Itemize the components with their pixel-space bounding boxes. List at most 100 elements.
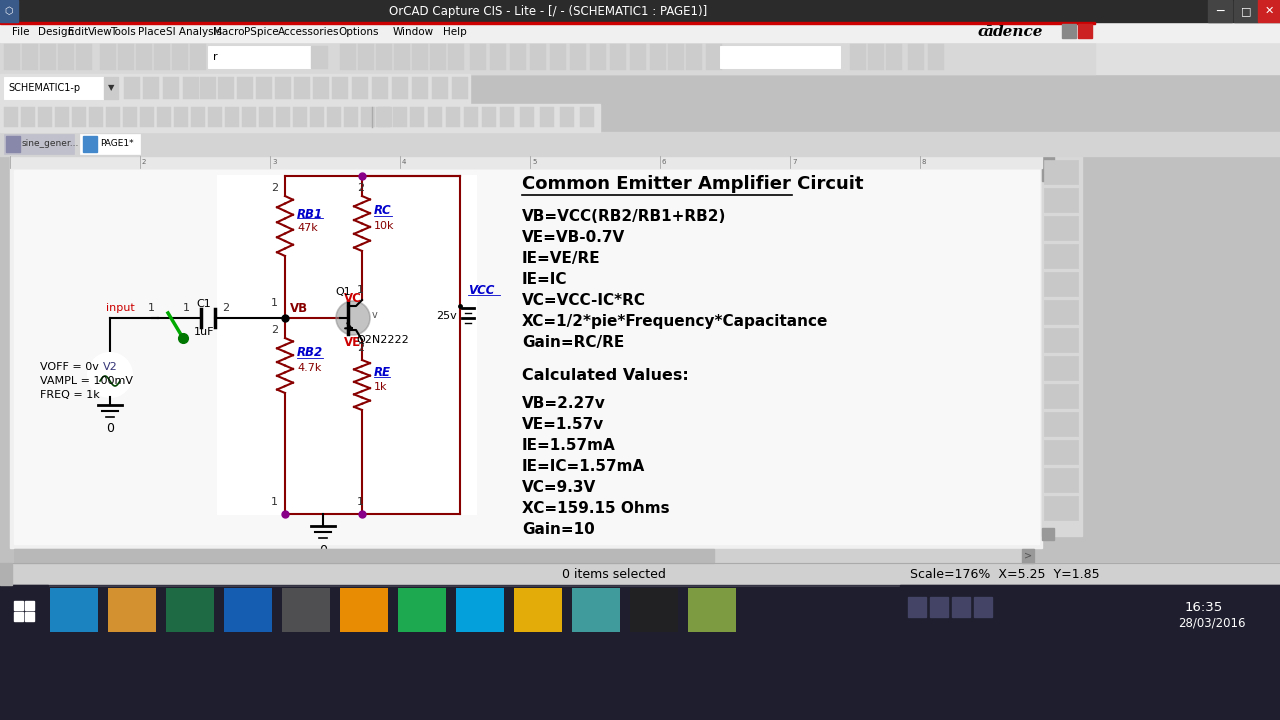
Bar bbox=[76, 44, 92, 70]
Bar bbox=[108, 588, 156, 632]
Text: VOFF = 0v: VOFF = 0v bbox=[40, 362, 99, 372]
Text: PAGE1*: PAGE1* bbox=[100, 140, 133, 148]
Bar bbox=[0, 585, 49, 633]
Text: VE=1.57v: VE=1.57v bbox=[522, 417, 604, 432]
Bar bbox=[394, 44, 410, 70]
Text: VB: VB bbox=[291, 302, 308, 315]
Bar bbox=[719, 46, 840, 68]
Text: 1uF: 1uF bbox=[193, 327, 214, 337]
Bar bbox=[376, 44, 392, 70]
Text: sine_gener...: sine_gener... bbox=[22, 140, 79, 148]
Text: VAMPL = 100mV: VAMPL = 100mV bbox=[40, 376, 133, 386]
Text: Help: Help bbox=[443, 27, 467, 37]
Bar bbox=[908, 597, 925, 617]
Bar bbox=[931, 597, 948, 617]
Bar bbox=[465, 107, 477, 127]
Text: Macro: Macro bbox=[212, 27, 244, 37]
Text: V2: V2 bbox=[102, 362, 118, 372]
Bar bbox=[172, 44, 188, 70]
Text: 2: 2 bbox=[223, 303, 229, 313]
Text: OrCAD Capture CIS - Lite - [/ - (SCHEMATIC1 : PAGE1)]: OrCAD Capture CIS - Lite - [/ - (SCHEMAT… bbox=[389, 4, 707, 17]
Text: 8: 8 bbox=[922, 159, 927, 165]
Text: 1: 1 bbox=[357, 497, 364, 507]
Text: 2: 2 bbox=[357, 183, 364, 193]
Bar bbox=[14, 170, 1039, 544]
Text: 0: 0 bbox=[319, 544, 326, 557]
Bar bbox=[26, 601, 35, 610]
Text: C1: C1 bbox=[197, 299, 211, 309]
Bar bbox=[207, 46, 314, 68]
Text: 2: 2 bbox=[142, 159, 146, 165]
Bar bbox=[174, 107, 188, 127]
Text: VCC: VCC bbox=[468, 284, 494, 297]
Bar bbox=[326, 107, 340, 127]
Text: RB2: RB2 bbox=[297, 346, 323, 359]
Bar bbox=[550, 44, 566, 70]
Bar bbox=[118, 44, 134, 70]
Bar bbox=[448, 44, 465, 70]
Bar bbox=[136, 44, 152, 70]
Bar bbox=[14, 549, 714, 563]
Bar bbox=[1042, 528, 1053, 540]
Text: SCHEMATIC1-p: SCHEMATIC1-p bbox=[8, 83, 81, 93]
Text: VC: VC bbox=[344, 292, 362, 305]
Bar bbox=[886, 44, 902, 70]
Bar bbox=[14, 601, 23, 610]
Bar bbox=[456, 588, 504, 632]
Bar bbox=[4, 134, 74, 154]
Bar bbox=[1044, 384, 1078, 408]
Text: 1: 1 bbox=[271, 497, 278, 507]
Bar bbox=[580, 107, 594, 127]
Bar bbox=[183, 77, 198, 99]
Bar bbox=[1044, 356, 1078, 380]
Text: 7: 7 bbox=[792, 159, 796, 165]
Text: RB1: RB1 bbox=[297, 207, 323, 220]
Bar bbox=[10, 168, 1042, 548]
Text: Window: Window bbox=[393, 27, 434, 37]
Bar bbox=[572, 588, 620, 632]
Bar bbox=[361, 107, 375, 127]
Bar bbox=[1208, 0, 1231, 22]
Bar bbox=[58, 44, 74, 70]
Bar bbox=[218, 77, 234, 99]
Bar bbox=[650, 44, 666, 70]
Bar bbox=[1042, 156, 1082, 536]
Text: IE=IC=1.57mA: IE=IC=1.57mA bbox=[522, 459, 645, 474]
Bar bbox=[1044, 328, 1078, 352]
Bar bbox=[570, 44, 586, 70]
Text: 1: 1 bbox=[357, 285, 364, 295]
Bar bbox=[928, 44, 945, 70]
Bar bbox=[392, 77, 408, 99]
Bar bbox=[868, 44, 884, 70]
Bar bbox=[124, 77, 140, 99]
Bar bbox=[38, 107, 52, 127]
Bar bbox=[470, 44, 486, 70]
Bar bbox=[372, 77, 388, 99]
Bar bbox=[1234, 0, 1258, 22]
Bar bbox=[530, 44, 547, 70]
Bar bbox=[50, 588, 99, 632]
Text: c: c bbox=[977, 25, 987, 39]
Text: 4.7k: 4.7k bbox=[297, 363, 321, 373]
Bar bbox=[1021, 549, 1034, 563]
Bar bbox=[0, 0, 1280, 22]
Text: 3: 3 bbox=[273, 159, 276, 165]
Bar bbox=[237, 77, 253, 99]
Bar bbox=[630, 588, 678, 632]
Bar bbox=[900, 585, 1280, 633]
Bar bbox=[490, 44, 506, 70]
Text: VC=VCC-IC*RC: VC=VCC-IC*RC bbox=[522, 293, 646, 308]
Bar bbox=[0, 585, 1280, 720]
Text: SI Analysis: SI Analysis bbox=[166, 27, 223, 37]
Bar bbox=[376, 107, 390, 127]
Bar bbox=[445, 107, 460, 127]
Text: Place: Place bbox=[138, 27, 165, 37]
Text: Options: Options bbox=[338, 27, 379, 37]
Bar bbox=[590, 44, 605, 70]
Bar bbox=[20, 107, 35, 127]
Bar bbox=[275, 77, 291, 99]
Bar bbox=[218, 176, 476, 514]
Text: Q1: Q1 bbox=[335, 287, 351, 297]
Bar bbox=[428, 107, 442, 127]
Bar bbox=[311, 46, 326, 68]
